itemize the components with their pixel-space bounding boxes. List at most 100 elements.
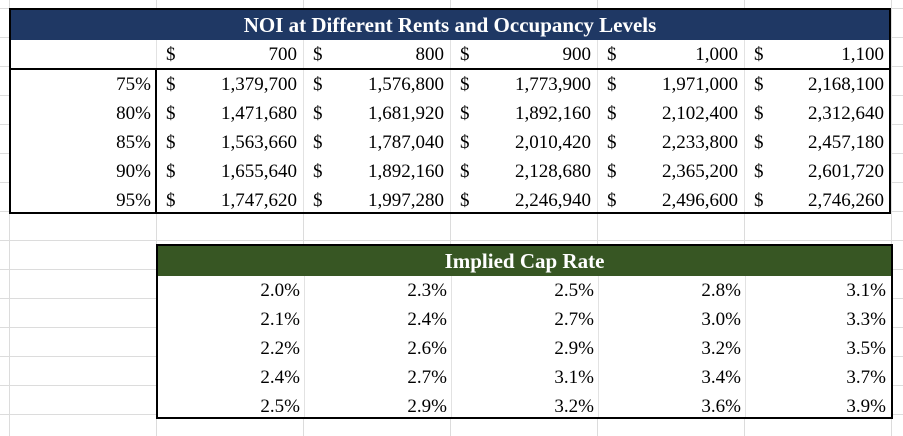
noi-value-cell[interactable]: 1,773,900 (515, 74, 591, 95)
noi-value-cell[interactable]: 2,601,720 (808, 161, 884, 182)
cap-rate-row: 2.4% 2.7% 3.1% 3.4% 3.7% (158, 363, 891, 392)
cap-rate-row: 2.1% 2.4% 2.7% 3.0% 3.3% (158, 305, 891, 334)
noi-value-cell[interactable]: 2,746,260 (808, 190, 884, 211)
dollar-sign: $ (166, 103, 176, 124)
cap-rate-cell[interactable]: 3.7% (846, 367, 886, 388)
occupancy-label[interactable]: 90% (116, 161, 151, 182)
rent-header[interactable]: 800 (415, 44, 445, 65)
cap-rate-cell[interactable]: 2.0% (260, 280, 300, 301)
cap-rate-cell[interactable]: 2.6% (407, 338, 447, 359)
cap-rate-row: 2.5% 2.9% 3.2% 3.6% 3.9% (158, 392, 891, 421)
dollar-sign: $ (166, 190, 176, 211)
cap-rate-cell[interactable]: 2.4% (407, 309, 447, 330)
noi-value-cell[interactable]: 2,312,640 (808, 103, 884, 124)
dollar-sign: $ (460, 132, 470, 153)
noi-value-cell[interactable]: 1,971,000 (662, 74, 738, 95)
occupancy-label[interactable]: 95% (116, 190, 151, 211)
noi-value-cell[interactable]: 2,168,100 (808, 74, 884, 95)
occupancy-divider (155, 70, 157, 212)
cap-rate-cell[interactable]: 2.1% (260, 309, 300, 330)
col-divider (745, 276, 746, 417)
dollar-sign: $ (313, 103, 323, 124)
dollar-sign: $ (607, 132, 617, 153)
col-divider (744, 40, 745, 212)
dollar-sign: $ (460, 74, 470, 95)
header-underline (11, 68, 889, 70)
noi-value-cell[interactable]: 2,246,940 (515, 190, 591, 211)
rent-header[interactable]: 700 (268, 44, 298, 65)
cap-rate-cell[interactable]: 3.9% (846, 396, 886, 417)
noi-value-cell[interactable]: 1,787,040 (368, 132, 444, 153)
cap-rate-cell[interactable]: 2.7% (554, 309, 594, 330)
noi-value-cell[interactable]: 1,379,700 (221, 74, 297, 95)
cap-rate-cell[interactable]: 3.3% (846, 309, 886, 330)
noi-table: NOI at Different Rents and Occupancy Lev… (9, 8, 891, 214)
dollar-sign: $ (754, 161, 764, 182)
noi-row: 85% $1,563,660 $1,787,040 $2,010,420 $2,233,… (11, 128, 889, 157)
dollar-sign: $ (313, 132, 323, 153)
occupancy-label[interactable]: 80% (116, 103, 151, 124)
noi-value-cell[interactable]: 2,496,600 (662, 190, 738, 211)
dollar-sign: $ (607, 161, 617, 182)
noi-value-cell[interactable]: 1,576,800 (368, 74, 444, 95)
cap-rate-cell[interactable]: 2.5% (260, 396, 300, 417)
col-divider (450, 40, 451, 212)
noi-value-cell[interactable]: 1,655,640 (221, 161, 297, 182)
cap-rate-cell[interactable]: 3.2% (701, 338, 741, 359)
dollar-sign: $ (166, 44, 176, 65)
cap-rate-cell[interactable]: 3.4% (701, 367, 741, 388)
cap-rate-cell[interactable]: 2.2% (260, 338, 300, 359)
noi-value-cell[interactable]: 2,128,680 (515, 161, 591, 182)
noi-value-cell[interactable]: 2,010,420 (515, 132, 591, 153)
dollar-sign: $ (313, 74, 323, 95)
cap-rate-cell[interactable]: 2.5% (554, 280, 594, 301)
dollar-sign: $ (754, 132, 764, 153)
dollar-sign: $ (607, 103, 617, 124)
noi-value-cell[interactable]: 1,681,920 (368, 103, 444, 124)
noi-value-cell[interactable]: 2,365,200 (662, 161, 738, 182)
cap-rate-cell[interactable]: 3.0% (701, 309, 741, 330)
cap-rate-cell[interactable]: 2.3% (407, 280, 447, 301)
noi-value-cell[interactable]: 1,892,160 (368, 161, 444, 182)
cap-rate-table: Implied Cap Rate 2.0% 2.3% 2.5% 2.8% 3.1% 2.1… (156, 244, 893, 419)
dollar-sign: $ (460, 161, 470, 182)
cap-rate-cell[interactable]: 3.1% (846, 280, 886, 301)
noi-value-cell[interactable]: 1,997,280 (368, 190, 444, 211)
col-divider (304, 276, 305, 417)
cap-rate-cell[interactable]: 2.7% (407, 367, 447, 388)
cap-rate-cell[interactable]: 2.8% (701, 280, 741, 301)
col-divider (597, 40, 598, 212)
noi-row: 90% $1,655,640 $1,892,160 $2,128,680 $2,365,… (11, 157, 889, 186)
cap-rate-cell[interactable]: 3.6% (701, 396, 741, 417)
noi-value-cell[interactable]: 1,563,660 (221, 132, 297, 153)
dollar-sign: $ (460, 190, 470, 211)
dollar-sign: $ (607, 190, 617, 211)
dollar-sign: $ (166, 132, 176, 153)
occupancy-label[interactable]: 85% (116, 132, 151, 153)
dollar-sign: $ (754, 74, 764, 95)
noi-value-cell[interactable]: 1,471,680 (221, 103, 297, 124)
cap-rate-cell[interactable]: 3.2% (554, 396, 594, 417)
rent-header[interactable]: 900 (562, 44, 592, 65)
cap-rate-title[interactable]: Implied Cap Rate (158, 246, 891, 276)
cap-rate-row: 2.2% 2.6% 2.9% 3.2% 3.5% (158, 334, 891, 363)
noi-value-cell[interactable]: 1,892,160 (515, 103, 591, 124)
noi-value-cell[interactable]: 2,233,800 (662, 132, 738, 153)
rent-header[interactable]: 1,100 (841, 44, 884, 65)
noi-value-cell[interactable]: 2,457,180 (808, 132, 884, 153)
cap-rate-cell[interactable]: 2.4% (260, 367, 300, 388)
noi-table-title[interactable]: NOI at Different Rents and Occupancy Lev… (11, 10, 889, 40)
noi-value-cell[interactable]: 2,102,400 (662, 103, 738, 124)
occupancy-label[interactable]: 75% (116, 74, 151, 95)
cap-rate-cell[interactable]: 3.5% (846, 338, 886, 359)
rent-header[interactable]: 1,000 (695, 44, 738, 65)
dollar-sign: $ (754, 190, 764, 211)
dollar-sign: $ (313, 44, 323, 65)
dollar-sign: $ (460, 103, 470, 124)
cap-rate-cell[interactable]: 3.1% (554, 367, 594, 388)
dollar-sign: $ (754, 44, 764, 65)
cap-rate-cell[interactable]: 2.9% (554, 338, 594, 359)
cap-rate-cell[interactable]: 2.9% (407, 396, 447, 417)
noi-value-cell[interactable]: 1,747,620 (221, 190, 297, 211)
noi-row: 75% $1,379,700 $1,576,800 $1,773,900 $1,971,… (11, 70, 889, 99)
